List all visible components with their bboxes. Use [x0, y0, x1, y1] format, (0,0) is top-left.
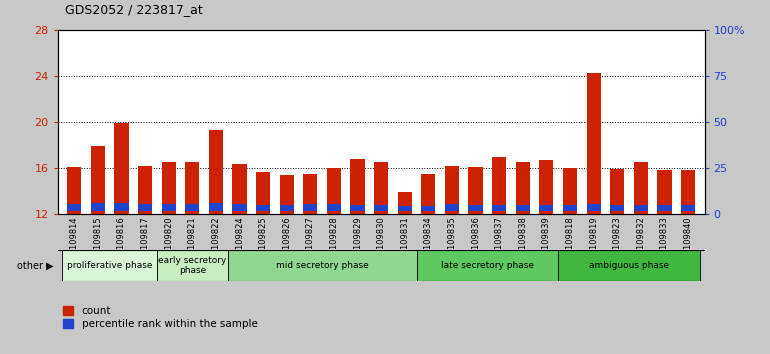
Bar	[558, 250, 700, 281]
Bar	[492, 156, 506, 214]
Bar	[468, 205, 483, 211]
Text: GSM109834: GSM109834	[424, 216, 433, 267]
Bar	[91, 203, 105, 211]
Bar	[186, 162, 199, 214]
Bar	[303, 204, 317, 211]
Bar	[280, 205, 294, 211]
Bar	[209, 130, 223, 214]
Bar	[539, 160, 554, 214]
Text: GSM109837: GSM109837	[494, 216, 504, 267]
Text: GSM109840: GSM109840	[684, 216, 692, 267]
Bar	[162, 204, 176, 211]
Bar	[681, 205, 695, 211]
Bar	[658, 205, 671, 211]
Bar	[445, 166, 459, 214]
Text: ambiguous phase: ambiguous phase	[589, 261, 669, 270]
Text: GSM109830: GSM109830	[377, 216, 386, 267]
Text: proliferative phase: proliferative phase	[67, 261, 152, 270]
Bar	[233, 204, 246, 211]
Bar	[681, 170, 695, 214]
Bar	[233, 164, 246, 214]
Text: GSM109838: GSM109838	[518, 216, 527, 267]
Bar	[256, 172, 270, 214]
Bar	[516, 205, 530, 211]
Bar	[280, 175, 294, 214]
Bar	[350, 159, 365, 214]
Bar	[563, 168, 577, 214]
Bar	[115, 203, 129, 211]
Bar	[634, 162, 648, 214]
Bar	[67, 204, 82, 211]
Bar	[610, 205, 624, 211]
Bar	[256, 205, 270, 211]
Bar	[516, 162, 530, 214]
Bar	[397, 192, 412, 214]
Bar	[374, 205, 388, 211]
Text: GSM109832: GSM109832	[636, 216, 645, 267]
Bar	[115, 123, 129, 214]
Text: GSM109819: GSM109819	[589, 216, 598, 267]
Bar	[445, 204, 459, 211]
Bar	[421, 206, 436, 211]
Text: GDS2052 / 223817_at: GDS2052 / 223817_at	[65, 3, 203, 16]
Text: GSM109839: GSM109839	[542, 216, 551, 267]
Text: GSM109822: GSM109822	[212, 216, 220, 267]
Bar	[186, 204, 199, 211]
Bar	[468, 167, 483, 214]
Bar	[138, 166, 152, 214]
Text: GSM109814: GSM109814	[70, 216, 79, 267]
Bar	[397, 206, 412, 211]
Bar	[209, 203, 223, 211]
Text: early secretory
phase: early secretory phase	[158, 256, 226, 275]
Text: GSM109833: GSM109833	[660, 216, 669, 267]
Text: GSM109821: GSM109821	[188, 216, 197, 267]
Bar	[610, 169, 624, 214]
Text: other ▶: other ▶	[17, 261, 54, 270]
Bar	[162, 162, 176, 214]
Bar	[326, 168, 341, 214]
Bar	[228, 250, 417, 281]
Text: GSM109824: GSM109824	[235, 216, 244, 267]
Bar	[67, 167, 82, 214]
Text: mid secretory phase: mid secretory phase	[276, 261, 369, 270]
Bar	[62, 250, 157, 281]
Bar	[492, 205, 506, 211]
Text: GSM109823: GSM109823	[613, 216, 621, 267]
Text: GSM109818: GSM109818	[565, 216, 574, 267]
Bar	[138, 204, 152, 211]
Bar	[658, 170, 671, 214]
Bar	[634, 205, 648, 211]
Bar	[587, 204, 601, 211]
Text: GSM109815: GSM109815	[93, 216, 102, 267]
Bar	[303, 174, 317, 214]
Text: GSM109826: GSM109826	[283, 216, 291, 267]
Bar	[350, 205, 365, 211]
Text: GSM109829: GSM109829	[353, 216, 362, 267]
Text: GSM109817: GSM109817	[141, 216, 149, 267]
Text: GSM109835: GSM109835	[447, 216, 457, 267]
Text: GSM109827: GSM109827	[306, 216, 315, 267]
Bar	[374, 162, 388, 214]
Text: late secretory phase: late secretory phase	[441, 261, 534, 270]
Legend: count, percentile rank within the sample: count, percentile rank within the sample	[63, 306, 258, 329]
Bar	[326, 204, 341, 211]
Text: GSM109820: GSM109820	[164, 216, 173, 267]
Text: GSM109816: GSM109816	[117, 216, 126, 267]
Bar	[157, 250, 228, 281]
Bar	[91, 146, 105, 214]
Bar	[421, 174, 436, 214]
Bar	[539, 205, 554, 211]
Bar	[587, 73, 601, 214]
Bar	[563, 205, 577, 211]
Text: GSM109836: GSM109836	[471, 216, 480, 267]
Bar	[417, 250, 558, 281]
Text: GSM109831: GSM109831	[400, 216, 410, 267]
Text: GSM109825: GSM109825	[259, 216, 268, 267]
Text: GSM109828: GSM109828	[330, 216, 339, 267]
